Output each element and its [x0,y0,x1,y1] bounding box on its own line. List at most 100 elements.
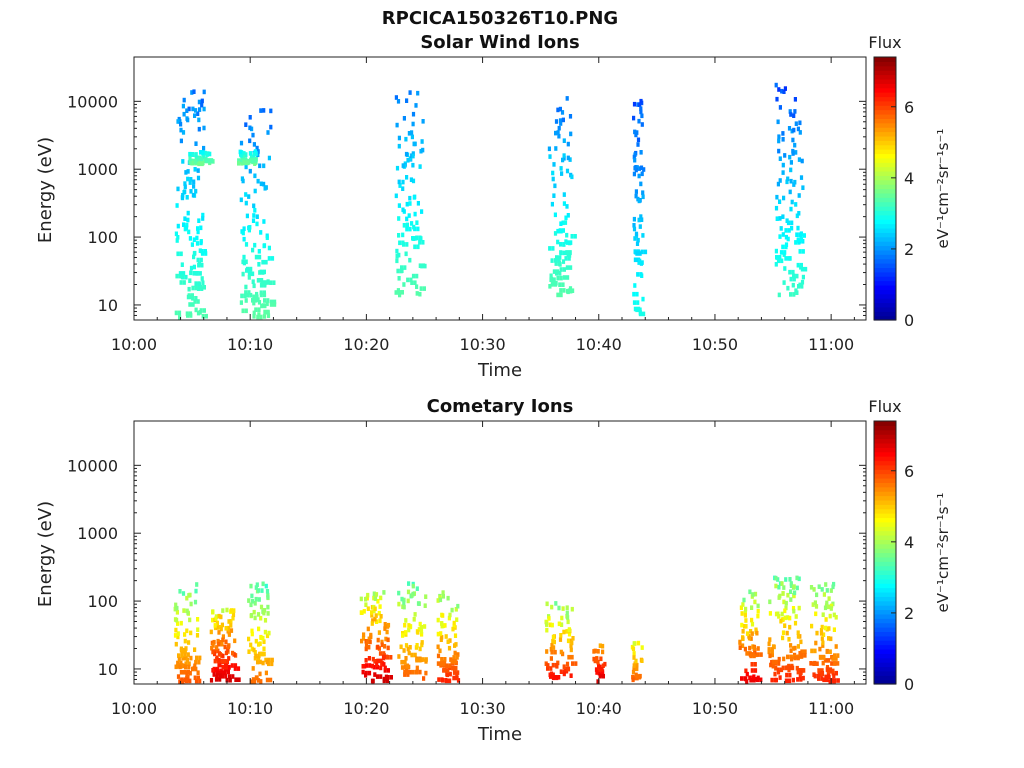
heatmap-bin [379,614,383,619]
heatmap-bin [386,668,390,673]
heatmap-bin [545,627,549,633]
heatmap-bin [823,605,828,611]
heatmap-bin [810,648,814,654]
colorbar-segment [874,236,896,242]
heatmap-cluster [173,582,202,684]
heatmap-bin [405,242,409,247]
heatmap-bin [768,611,772,616]
heatmap-cluster [394,90,427,298]
heatmap-bin [267,155,271,161]
heatmap-bin [211,643,215,648]
heatmap-bin [418,235,422,241]
heatmap-bin [241,230,245,236]
heatmap-bin [262,292,267,298]
heatmap-bin [832,661,837,666]
heatmap-bin [258,671,262,677]
heatmap-bin [175,605,179,611]
heatmap-bin [225,677,229,683]
heatmap-bin [641,190,645,195]
heatmap-bin [256,278,260,283]
colorbar-segment [874,249,896,255]
heatmap-bin [263,618,268,623]
heatmap-bin [801,185,805,190]
heatmap-bin [395,248,399,254]
heatmap-bin [383,644,387,649]
heatmap-bin [779,618,783,624]
heatmap-bin [635,251,639,256]
heatmap-bin [556,130,560,135]
heatmap-bin [373,606,377,612]
heatmap-bin [406,589,411,595]
heatmap-bin [266,611,270,616]
heatmap-bin [403,664,408,670]
colorbar-segment [874,631,896,637]
heatmap-bin [825,600,829,606]
heatmap-bin [217,658,221,663]
heatmap-bin [632,663,636,668]
heatmap-bin [245,268,249,273]
colorbar-segment [874,70,896,76]
colorbar-segment [874,609,896,615]
heatmap-bin [781,635,785,641]
colorbar-segment [874,574,896,580]
heatmap-bin [557,133,561,139]
heatmap-bin [554,261,558,266]
heatmap-bin [182,280,186,285]
heatmap-bin [385,678,389,684]
heatmap-bin [400,290,404,295]
heatmap-bin [174,641,178,647]
heatmap-bin [825,677,829,683]
heatmap-bin [394,95,398,100]
heatmap-bin [752,653,756,659]
heatmap-bin [781,591,785,596]
heatmap-bin [776,119,780,125]
heatmap-bin [781,232,785,237]
y-axis-label: Energy (eV) [35,501,56,607]
heatmap-bin [182,222,186,227]
heatmap-bin [199,156,203,162]
heatmap-bin [548,284,552,289]
heatmap-bin [265,235,269,240]
heatmap-bin [638,258,642,264]
heatmap-bin [191,192,195,198]
heatmap-bin [194,659,198,665]
heatmap-bin [191,296,195,301]
heatmap-bin [386,637,390,643]
heatmap-bin [800,653,804,658]
heatmap-bin [196,257,200,263]
heatmap-bin [192,179,196,185]
heatmap-bin [192,271,196,276]
heatmap-bin [195,271,199,276]
heatmap-bin [635,291,639,297]
heatmap-bin [395,165,400,171]
heatmap-bin [395,253,399,259]
x-ticks: 10:00 10:10 10:20 10:30 10:40 10:50 11:00 [111,421,855,718]
heatmap-bin [184,664,188,670]
heatmap-bin [791,269,795,275]
heatmap-bin [751,592,755,597]
heatmap-bin [566,666,570,671]
heatmap-bin [418,164,422,169]
heatmap-bin [368,663,372,668]
heatmap-bin [792,276,796,282]
heatmap-bin [774,677,778,683]
heatmap-bin [375,674,380,679]
heatmap-bin [774,248,778,254]
heatmap-bin [186,169,190,174]
heatmap-bin [228,677,232,683]
heatmap-bin [266,280,270,285]
heatmap-bin [257,307,261,312]
heatmap-bin [259,651,263,657]
heatmap-bin [448,678,452,684]
heatmap-bin [750,605,754,610]
heatmap-bin [196,286,201,291]
x-tick-label: 10:10 [227,699,273,718]
heatmap-bin [802,233,806,238]
heatmap-bin [565,240,570,245]
heatmap-bin [184,225,189,230]
heatmap-bin [265,633,270,639]
heatmap-bin [231,674,235,679]
heatmap-bin [551,675,556,681]
solar-wind-heatmap [174,82,808,320]
heatmap-bin [402,282,406,287]
